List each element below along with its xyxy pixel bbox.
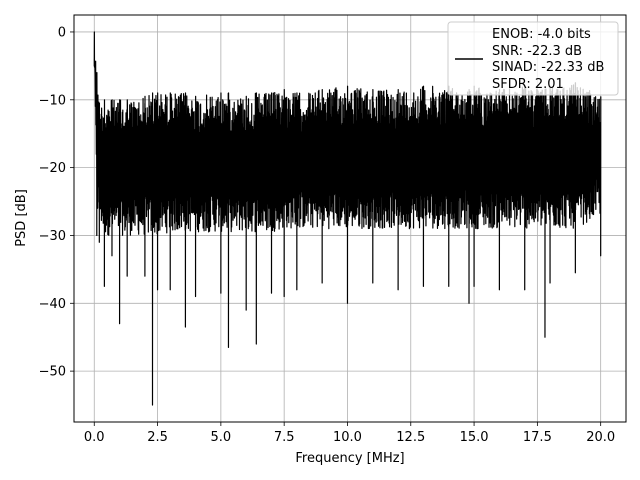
legend-snr: SNR: -22.3 dB (492, 44, 582, 59)
y-tick-label: −30 (39, 229, 66, 244)
legend-box (447, 21, 619, 96)
y-tick-label: −10 (39, 93, 66, 108)
x-tick-label: 0.0 (84, 430, 105, 445)
legend-sfdr: SFDR: 2.01 (492, 77, 564, 92)
x-tick-label: 20.0 (586, 430, 615, 445)
psd-line (93, 31, 602, 406)
x-tick-label: 2.5 (147, 430, 168, 445)
x-tick-label: 10.0 (333, 430, 362, 445)
psd-series (93, 31, 602, 406)
x-axis-ticks: 0.0 2.5 5.0 7.5 10.0 12.5 15.0 17.5 20.0 (84, 422, 615, 445)
plot-frame (73, 14, 627, 423)
x-axis-label: Frequency [MHz] (295, 451, 404, 466)
x-tick-label: 7.5 (274, 430, 295, 445)
y-tick-label: −40 (39, 297, 66, 312)
y-tick-label: 0 (58, 25, 66, 40)
y-axis-label: PSD [dB] (14, 189, 29, 247)
y-axis-ticks: 0 −10 −20 −30 −40 −50 (39, 25, 74, 380)
legend: ENOB: -4.0 bits SNR: -22.3 dB SINAD: -22… (447, 21, 619, 96)
legend-enob: ENOB: -4.0 bits (492, 27, 591, 42)
y-tick-label: −50 (39, 365, 66, 380)
y-tick-label: −20 (39, 161, 66, 176)
x-tick-label: 5.0 (211, 430, 232, 445)
x-tick-label: 15.0 (460, 430, 489, 445)
legend-sinad: SINAD: -22.33 dB (492, 60, 604, 75)
x-tick-label: 12.5 (396, 430, 425, 445)
x-tick-label: 17.5 (523, 430, 552, 445)
